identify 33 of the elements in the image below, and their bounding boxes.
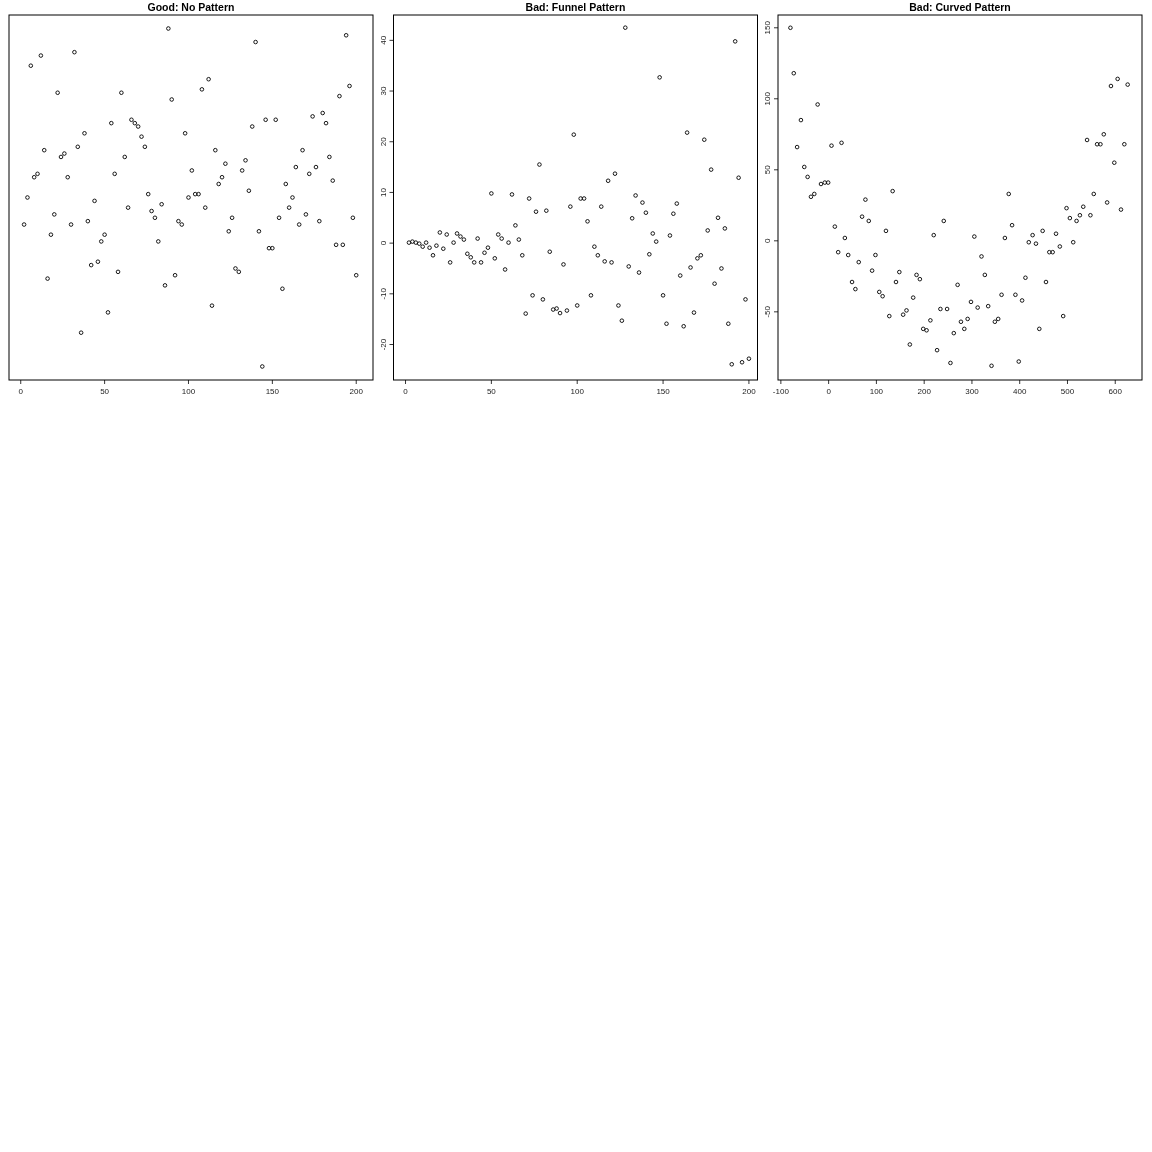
x-tick-label: 150 bbox=[656, 387, 671, 396]
x-tick-label: 600 bbox=[1108, 387, 1123, 396]
y-tick-label: 150 bbox=[763, 20, 772, 35]
x-tick-label: 0 bbox=[18, 387, 24, 396]
x-tick-label: 50 bbox=[486, 387, 497, 396]
x-tick-label: 0 bbox=[403, 387, 409, 396]
y-tick-label: 0 bbox=[763, 238, 772, 244]
x-tick-label: 100 bbox=[181, 387, 196, 396]
x-tick-label: 150 bbox=[265, 387, 280, 396]
x-tick-label: 100 bbox=[869, 387, 884, 396]
x-tick-label: 200 bbox=[742, 387, 757, 396]
chart-title: Bad: Curved Pattern bbox=[909, 1, 1011, 13]
x-tick-label: 400 bbox=[1013, 387, 1027, 396]
x-tick-label: 200 bbox=[917, 387, 932, 396]
x-tick-label: 200 bbox=[349, 387, 364, 396]
chart-title: Good: No Pattern bbox=[147, 1, 235, 13]
y-tick-label: -50 bbox=[763, 305, 772, 318]
y-tick-label: -10 bbox=[378, 287, 388, 300]
y-tick-label: 20 bbox=[378, 136, 388, 147]
x-tick-label: 100 bbox=[570, 387, 585, 396]
y-tick-label: 10 bbox=[378, 187, 388, 197]
x-tick-label: 50 bbox=[100, 387, 110, 396]
y-tick-label: 0 bbox=[378, 240, 388, 246]
y-tick-label: 30 bbox=[378, 86, 388, 96]
x-tick-label: -100 bbox=[772, 387, 790, 396]
x-tick-label: 300 bbox=[965, 387, 980, 396]
x-tick-label: 500 bbox=[1060, 387, 1075, 396]
y-tick-label: 40 bbox=[378, 35, 388, 45]
chart-title: Bad: Funnel Pattern bbox=[525, 1, 626, 13]
y-tick-label: -20 bbox=[378, 338, 388, 351]
y-tick-label: 100 bbox=[763, 91, 772, 106]
x-tick-label: 0 bbox=[826, 387, 832, 396]
y-tick-label: 50 bbox=[763, 164, 772, 175]
